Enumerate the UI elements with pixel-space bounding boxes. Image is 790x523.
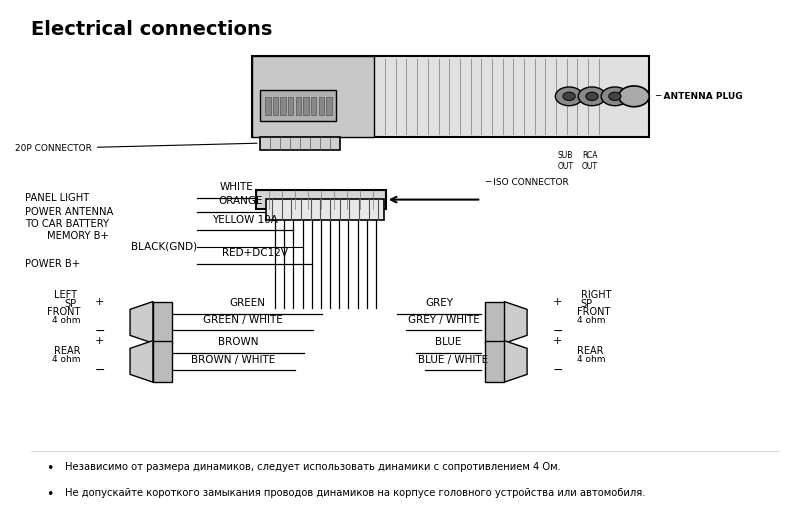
- Bar: [288, 97, 293, 115]
- Text: ORANGE: ORANGE: [219, 196, 263, 206]
- Text: •: •: [46, 462, 54, 475]
- Text: +: +: [553, 297, 562, 307]
- Polygon shape: [504, 340, 527, 382]
- Bar: [265, 97, 270, 115]
- Text: BROWN / WHITE: BROWN / WHITE: [191, 355, 276, 365]
- Polygon shape: [153, 302, 172, 343]
- Polygon shape: [504, 302, 527, 343]
- Text: GREY: GREY: [425, 298, 453, 309]
- Text: WHITE: WHITE: [220, 183, 253, 192]
- Text: RCA
OUT: RCA OUT: [581, 151, 598, 170]
- Text: +: +: [553, 336, 562, 346]
- Text: FRONT: FRONT: [47, 307, 81, 317]
- Text: REAR: REAR: [577, 346, 604, 356]
- Text: −: −: [552, 364, 563, 377]
- Text: POWER ANTENNA: POWER ANTENNA: [24, 207, 113, 217]
- Text: 4 ohm: 4 ohm: [577, 316, 605, 325]
- Text: •: •: [46, 488, 54, 501]
- Text: SUB
OUT: SUB OUT: [557, 151, 574, 170]
- Text: YELLOW 10A: YELLOW 10A: [213, 214, 278, 224]
- Bar: [311, 97, 316, 115]
- Text: BLUE: BLUE: [435, 337, 461, 347]
- Text: BLACK(GND): BLACK(GND): [131, 242, 198, 252]
- Polygon shape: [130, 340, 153, 382]
- Polygon shape: [485, 302, 504, 343]
- Text: ─ ANTENNA PLUG: ─ ANTENNA PLUG: [656, 92, 743, 101]
- Text: −: −: [552, 325, 563, 338]
- Text: TO CAR BATTERY
MEMORY B+: TO CAR BATTERY MEMORY B+: [24, 220, 109, 241]
- Text: GREEN / WHITE: GREEN / WHITE: [203, 315, 283, 325]
- Bar: [303, 97, 309, 115]
- Polygon shape: [153, 340, 172, 382]
- Bar: [260, 137, 340, 150]
- Circle shape: [578, 87, 606, 106]
- Bar: [273, 97, 278, 115]
- Text: 20P CONNECTOR: 20P CONNECTOR: [15, 143, 257, 153]
- Bar: [318, 97, 324, 115]
- Text: +: +: [95, 336, 104, 346]
- Text: Не допускайте короткого замыкания проводов динамиков на корпусе головного устрой: Не допускайте короткого замыкания провод…: [65, 488, 645, 498]
- Circle shape: [563, 92, 575, 100]
- Bar: [295, 97, 301, 115]
- Bar: [252, 56, 649, 137]
- Text: BLUE / WHITE: BLUE / WHITE: [418, 355, 488, 365]
- Text: ─ ISO CONNECTOR: ─ ISO CONNECTOR: [485, 178, 569, 187]
- Text: POWER B+: POWER B+: [24, 258, 80, 269]
- Text: SP: SP: [65, 299, 77, 309]
- Circle shape: [601, 87, 629, 106]
- Bar: [326, 97, 332, 115]
- Bar: [252, 56, 374, 137]
- Text: RIGHT: RIGHT: [581, 290, 611, 300]
- Text: PANEL LIGHT: PANEL LIGHT: [24, 193, 89, 203]
- Text: 4 ohm: 4 ohm: [52, 316, 81, 325]
- Text: SP: SP: [581, 299, 592, 309]
- Text: Electrical connections: Electrical connections: [31, 19, 273, 39]
- Bar: [266, 199, 384, 220]
- Polygon shape: [485, 340, 504, 382]
- Text: RED+DC12V: RED+DC12V: [221, 248, 288, 258]
- Bar: [280, 97, 286, 115]
- Circle shape: [609, 92, 621, 100]
- Circle shape: [555, 87, 583, 106]
- Text: LEFT: LEFT: [54, 290, 77, 300]
- Text: GREEN: GREEN: [229, 298, 265, 309]
- Polygon shape: [130, 302, 153, 343]
- Text: GREY / WHITE: GREY / WHITE: [408, 315, 480, 325]
- Text: 4 ohm: 4 ohm: [577, 355, 605, 364]
- Circle shape: [586, 92, 598, 100]
- Text: 4 ohm: 4 ohm: [52, 355, 81, 364]
- Text: −: −: [94, 325, 105, 338]
- Text: −: −: [94, 364, 105, 377]
- Circle shape: [619, 86, 649, 107]
- Text: BROWN: BROWN: [218, 337, 258, 347]
- Text: REAR: REAR: [54, 346, 81, 356]
- Bar: [260, 90, 337, 121]
- Text: Независимо от размера динамиков, следует использовать динамики с сопротивлением : Независимо от размера динамиков, следует…: [65, 462, 561, 472]
- Bar: [256, 190, 386, 210]
- Text: FRONT: FRONT: [577, 307, 610, 317]
- Text: +: +: [95, 297, 104, 307]
